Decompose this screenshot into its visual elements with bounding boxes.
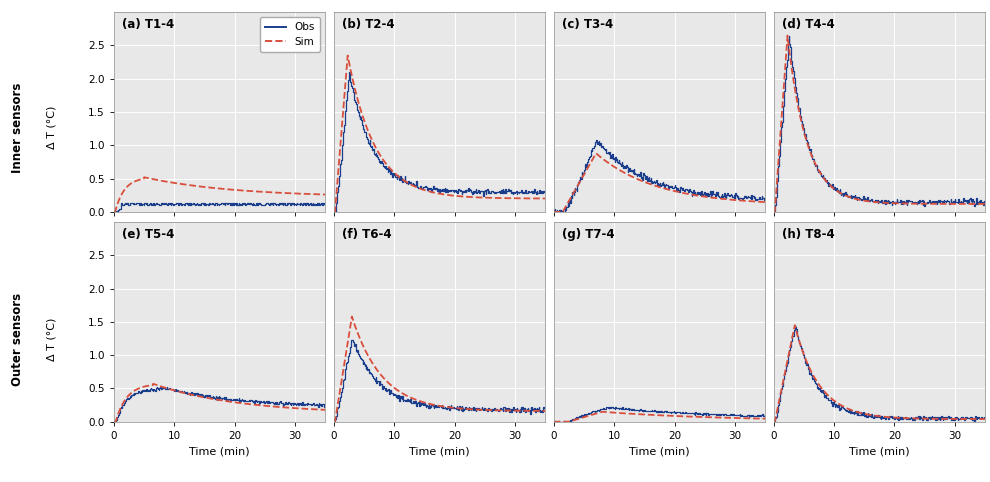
Text: (h) T8-4: (h) T8-4 [782, 228, 835, 241]
Text: (c) T3-4: (c) T3-4 [562, 18, 614, 31]
Legend: Obs, Sim: Obs, Sim [260, 17, 320, 52]
Text: (a) T1-4: (a) T1-4 [123, 18, 174, 31]
Text: Δ T (°C): Δ T (°C) [47, 318, 56, 362]
Text: (e) T5-4: (e) T5-4 [123, 228, 174, 241]
Text: Inner sensors: Inner sensors [11, 82, 25, 173]
Text: Outer sensors: Outer sensors [11, 293, 25, 387]
X-axis label: Time (min): Time (min) [849, 446, 910, 456]
X-axis label: Time (min): Time (min) [409, 446, 470, 456]
Text: (b) T2-4: (b) T2-4 [343, 18, 395, 31]
X-axis label: Time (min): Time (min) [189, 446, 249, 456]
Text: (d) T4-4: (d) T4-4 [782, 18, 835, 31]
Text: Δ T (°C): Δ T (°C) [47, 106, 56, 149]
Text: (g) T7-4: (g) T7-4 [562, 228, 615, 241]
Text: (f) T6-4: (f) T6-4 [343, 228, 392, 241]
X-axis label: Time (min): Time (min) [629, 446, 690, 456]
